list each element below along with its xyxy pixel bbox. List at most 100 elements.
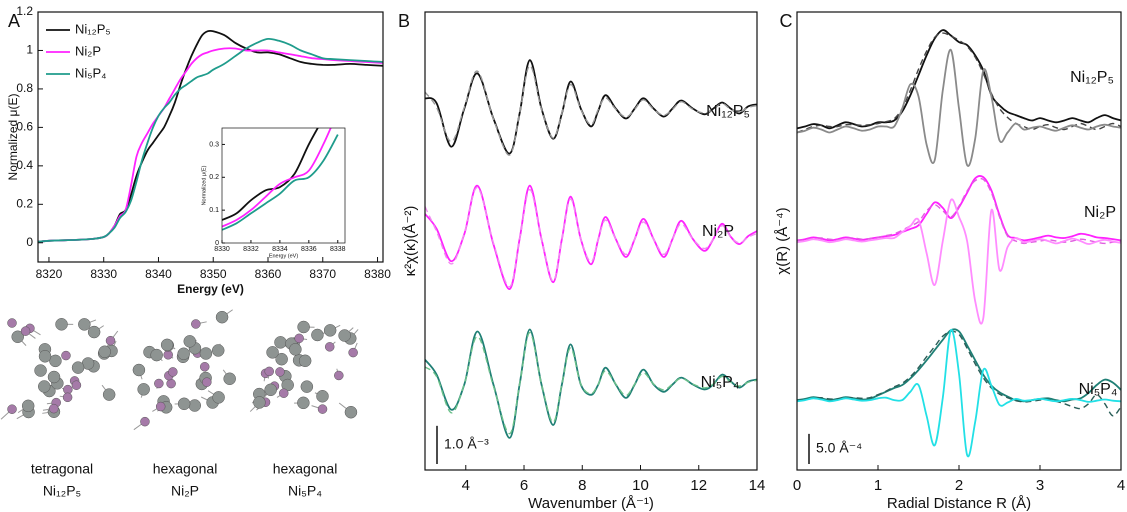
atom [274,336,286,348]
x-tick-label: 8380 [364,267,391,281]
atom [265,367,274,376]
atom [167,379,176,388]
atom [63,393,72,402]
figure: 832083308340835083608370838000.20.40.60.… [0,0,1127,512]
atom [8,319,17,328]
atom [156,402,165,411]
atom [213,391,225,403]
series-label: Ni₅P₄ [701,374,740,391]
atom [265,384,277,396]
series-label: Ni₂P [702,223,734,240]
series-label: Ni₂P [1084,204,1116,221]
atom [297,397,309,409]
x-tick-label: 8 [578,477,586,494]
x-tick-label: 10 [632,477,649,494]
x-tick-label: 8334 [272,246,288,253]
legend-label: Ni₅P₄ [75,65,107,80]
atom [334,371,343,380]
structure-model [133,310,236,430]
atom [38,380,50,392]
x-tick-label: 8340 [145,267,172,281]
atom [324,324,336,336]
atom [140,417,149,426]
series-label: Ni₅P₄ [1079,381,1118,398]
atom [48,371,60,383]
legend-label: Ni₂P [75,43,101,58]
atom [339,330,351,342]
scale-bar-label: 5.0 Å⁻⁴ [816,440,862,456]
atom [216,311,228,323]
structure-lattice: hexagonal [273,461,338,477]
atom [168,367,177,376]
x-tick-label: 8330 [214,246,230,253]
atom [56,318,68,330]
x-tick-label: 3 [1036,477,1044,494]
atom [72,362,84,374]
atom [200,362,209,371]
y-axis-label: Normalized μ(E) [201,165,207,205]
x-axis-label: Radial Distance R (Å) [887,495,1031,512]
atom [103,389,115,401]
x-tick-label: 8338 [330,246,346,253]
atom [318,405,327,414]
scale-bar-label: 1.0 Å⁻³ [444,436,489,452]
atom [202,378,211,387]
atom [138,383,150,395]
x-tick-label: 2 [955,477,963,494]
x-tick-label: 0 [793,477,801,494]
atom [22,400,34,412]
atom [61,351,70,360]
y-tick-label: 0.2 [16,196,33,210]
x-tick-label: 8370 [309,267,336,281]
x-tick-label: 8332 [243,246,259,253]
plot-background [425,12,757,470]
structure-formula: Ni₅P₄ [288,483,322,499]
panel-label: A [8,11,20,31]
atom [78,318,90,330]
x-tick-label: 8330 [90,267,117,281]
atom [279,389,288,398]
x-tick-label: 8360 [255,267,282,281]
x-axis-label: Energy (eV) [177,282,244,296]
atom [151,349,163,361]
y-tick-label: 0 [215,240,219,247]
atom [8,405,17,414]
atom [345,406,357,418]
y-tick-label: 0 [26,235,33,249]
x-tick-label: 14 [749,477,766,494]
x-tick-label: 12 [690,477,707,494]
atom [99,346,111,358]
y-tick-label: 0.8 [16,81,33,95]
structure-lattice: tetragonal [31,461,93,477]
x-tick-label: 4 [462,477,470,494]
atom [301,381,313,393]
atom [295,334,304,343]
y-axis-label: χ(R) (Å⁻⁴) [774,207,791,274]
y-tick-label: 0.1 [209,207,219,214]
x-tick-label: 6 [520,477,528,494]
atom [224,373,236,385]
structure-formula: Ni₂P [171,483,199,499]
panel-label: B [398,11,410,31]
atom [88,326,100,338]
atom [275,367,284,376]
atom [298,321,310,333]
atom [21,327,30,336]
y-tick-label: 1 [26,43,33,57]
atom [133,364,145,376]
atom [200,348,212,360]
x-axis-label: Energy (eV) [269,253,299,259]
atom [39,350,51,362]
y-tick-label: 0.2 [209,174,219,181]
y-tick-label: 0.3 [209,141,219,148]
atom [191,319,200,328]
atom [299,355,311,367]
y-axis-label: Normalized μ(E) [6,94,20,181]
structure-model [250,321,358,418]
panel-label: C [780,11,793,31]
atom [154,379,163,388]
legend-label: Ni₁₂P₅ [75,21,111,36]
structure-model [1,318,118,419]
series-label: Ni₁₂P₅ [706,103,750,120]
structure-formula: Ni₁₂P₅ [43,483,81,499]
